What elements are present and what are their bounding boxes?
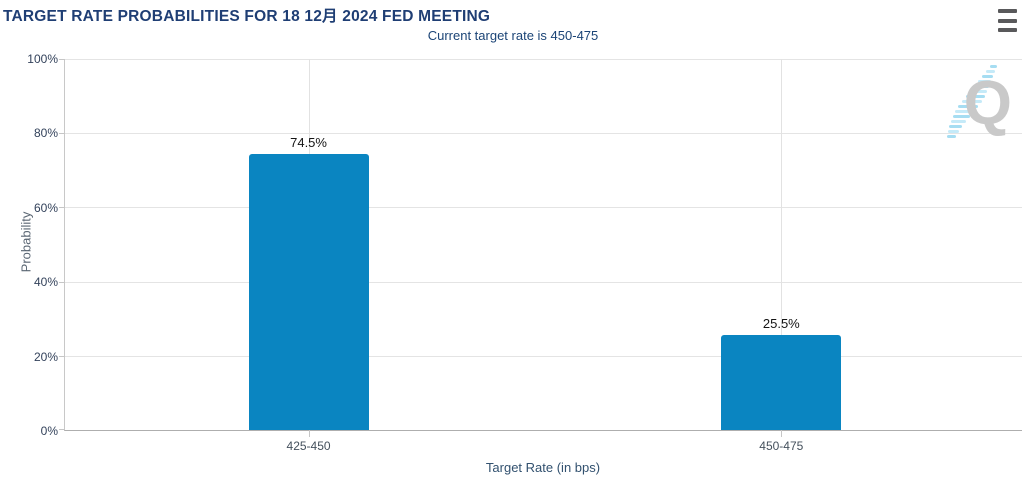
x-axis-title: Target Rate (in bps)	[485, 460, 601, 475]
gridline-60	[65, 207, 1022, 209]
y-tickmark	[59, 59, 65, 60]
page-title: TARGET RATE PROBABILITIES FOR 18 12月 202…	[3, 8, 491, 25]
y-tickmark	[59, 429, 65, 430]
bar-value-label: 25.5%	[762, 316, 800, 332]
vertical-gridline-2	[781, 59, 783, 430]
chart-subtitle: Current target rate is 450-475	[427, 28, 599, 43]
y-tickmark	[59, 355, 65, 357]
y-tick-label-0: 0%	[40, 424, 58, 438]
hamburger-menu-icon[interactable]	[998, 9, 1018, 32]
bar-425-450[interactable]: 74.5%	[248, 135, 369, 430]
gridline-20	[65, 355, 1022, 357]
x-tickmark	[308, 430, 310, 437]
x-tick-label-450-475: 450-475	[759, 439, 804, 453]
q-logo-letter: Q	[963, 69, 1012, 138]
y-axis-title: Probability	[18, 211, 34, 273]
y-tickmark	[59, 281, 65, 283]
bar-450-475[interactable]: 25.5%	[721, 316, 842, 430]
bar-value-label: 74.5%	[290, 134, 327, 150]
gridline-40	[65, 281, 1022, 283]
y-tick-label-100: 100%	[27, 52, 58, 66]
y-tickmark	[59, 207, 65, 209]
y-tick-label-60: 60%	[33, 201, 58, 215]
y-tick-label-80: 80%	[33, 126, 58, 140]
x-tick-label-425-450: 425-450	[286, 439, 331, 453]
plot-area: Q 74.5% 25.5% 425-450 450-475	[59, 59, 1022, 453]
quikstrike-logo: Q	[930, 61, 1012, 141]
y-tick-label-20: 20%	[33, 350, 58, 364]
gridline-80	[65, 133, 1022, 135]
y-tick-label-40: 40%	[33, 275, 58, 289]
x-tickmark	[781, 430, 783, 437]
gridline-100	[65, 59, 1022, 60]
y-tickmark	[59, 133, 65, 135]
